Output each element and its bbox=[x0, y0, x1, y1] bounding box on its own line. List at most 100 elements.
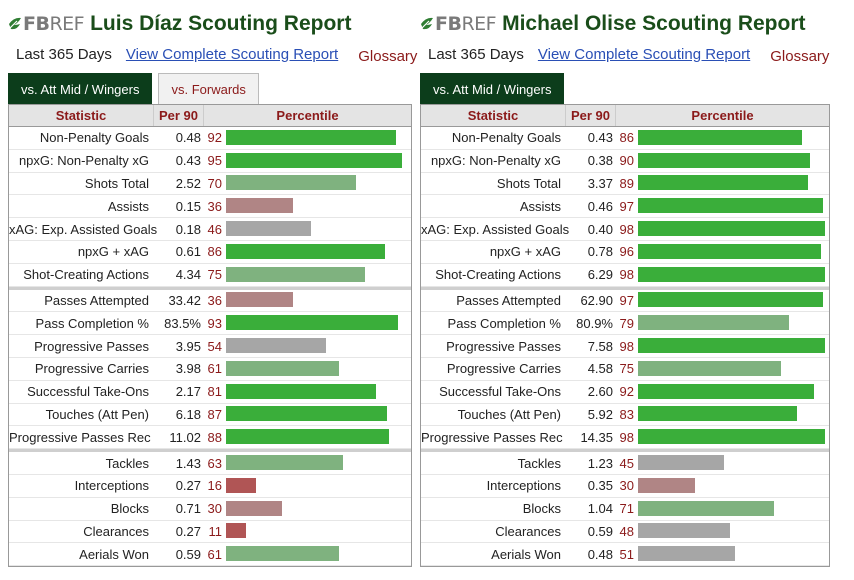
per90-value: 0.59 bbox=[587, 523, 613, 539]
per90-value: 0.43 bbox=[587, 130, 613, 146]
percentile-bar bbox=[638, 129, 803, 145]
percentile-bar bbox=[226, 266, 365, 282]
per90-value: 3.37 bbox=[587, 175, 613, 191]
per90-value: 0.61 bbox=[175, 244, 201, 260]
percentile-bar bbox=[638, 292, 824, 308]
per90-value: 14.35 bbox=[580, 429, 613, 445]
percentile-bar bbox=[226, 546, 339, 562]
table-row: Interceptions 0.27 16 bbox=[9, 475, 411, 498]
percentile-value: 70 bbox=[207, 175, 222, 191]
group-separator bbox=[9, 449, 411, 453]
report-links: Last 365 Days View Complete Scouting Rep… bbox=[16, 44, 418, 65]
table-header: Statistic Per 90 Percentile bbox=[421, 105, 829, 127]
table-row: Assists 0.15 36 bbox=[9, 195, 411, 219]
percentile-value: 30 bbox=[207, 501, 222, 517]
per90-value: 0.78 bbox=[587, 244, 613, 260]
percentile-bar bbox=[638, 477, 696, 493]
percentile-bar bbox=[226, 129, 397, 145]
column-header-statistic[interactable]: Statistic bbox=[9, 105, 154, 126]
percentile-bar bbox=[226, 175, 356, 191]
percentile-bar-track bbox=[226, 198, 411, 214]
per90-value: 1.43 bbox=[175, 455, 201, 471]
table-row: Non-Penalty Goals 0.48 92 bbox=[9, 127, 411, 150]
percentile-bar bbox=[638, 523, 730, 539]
page-title: Luis Díaz Scouting Report bbox=[90, 12, 352, 35]
per90-value: 0.71 bbox=[175, 501, 201, 517]
stat-name: Shot-Creating Actions bbox=[23, 267, 149, 283]
percentile-value: 81 bbox=[207, 384, 222, 400]
stat-name: Touches (Att Pen) bbox=[457, 406, 561, 422]
table-row: Clearances 0.27 11 bbox=[9, 521, 411, 544]
table-row: Progressive Carries 4.58 75 bbox=[421, 358, 829, 381]
stat-name: Shot-Creating Actions bbox=[435, 267, 561, 283]
glossary-link[interactable]: Glossary bbox=[358, 47, 418, 65]
glossary-link[interactable]: Glossary bbox=[770, 47, 830, 65]
stat-name: Aerials Won bbox=[491, 546, 561, 562]
percentile-bar bbox=[226, 455, 343, 471]
per90-value: 7.58 bbox=[587, 338, 613, 354]
percentile-value: 16 bbox=[207, 478, 222, 494]
column-header-percentile[interactable]: Percentile bbox=[276, 108, 339, 123]
logo-text: FBREF bbox=[23, 13, 85, 35]
fbref-logo[interactable]: FBREF bbox=[420, 11, 497, 37]
table-row: Progressive Carries 3.98 61 bbox=[9, 358, 411, 381]
percentile-bar-track bbox=[226, 455, 411, 471]
table-row: Shot-Creating Actions 6.29 98 bbox=[421, 264, 829, 287]
column-header-percentile[interactable]: Percentile bbox=[691, 108, 754, 123]
per90-value: 0.48 bbox=[587, 546, 613, 562]
percentile-value: 75 bbox=[207, 267, 222, 283]
percentile-bar-track bbox=[638, 221, 829, 237]
per90-value: 6.29 bbox=[587, 267, 613, 283]
percentile-value: 75 bbox=[619, 361, 634, 377]
stat-name: npxG + xAG bbox=[77, 244, 149, 260]
column-header-per90[interactable]: Per 90 bbox=[566, 105, 616, 126]
percentile-bar-track bbox=[226, 243, 411, 260]
stat-name: Touches (Att Pen) bbox=[45, 406, 149, 422]
percentile-bar-track bbox=[638, 429, 829, 445]
percentile-bar bbox=[226, 523, 247, 539]
report-header: FBREF Luis Díaz Scouting Report bbox=[8, 10, 351, 38]
column-header-per90[interactable]: Per 90 bbox=[154, 105, 204, 126]
percentile-value: 36 bbox=[207, 198, 222, 214]
stat-name: Progressive Passes bbox=[34, 338, 149, 354]
table-row: Assists 0.46 97 bbox=[421, 195, 829, 219]
percentile-bar-track bbox=[638, 455, 829, 471]
percentile-bar-track bbox=[638, 477, 829, 494]
table-row: Progressive Passes Rec 11.02 88 bbox=[9, 426, 411, 450]
percentile-bar-track bbox=[638, 338, 829, 354]
percentile-value: 98 bbox=[619, 267, 634, 283]
stat-name: Blocks bbox=[110, 501, 149, 517]
per90-value: 3.98 bbox=[175, 361, 201, 377]
table-row: npxG + xAG 0.61 86 bbox=[9, 241, 411, 264]
percentile-bar bbox=[226, 383, 376, 399]
tab-forwards[interactable]: vs. Forwards bbox=[158, 73, 259, 104]
tab-att-mid-wingers[interactable]: vs. Att Mid / Wingers bbox=[420, 73, 565, 104]
table-row: npxG: Non-Penalty xG 0.38 90 bbox=[421, 150, 829, 173]
group-separator bbox=[9, 286, 411, 290]
percentile-bar bbox=[638, 221, 826, 237]
percentile-bar-track bbox=[226, 175, 411, 191]
fbref-logo[interactable]: FBREF bbox=[8, 11, 85, 37]
table-row: Tackles 1.23 45 bbox=[421, 452, 829, 475]
group-separator bbox=[421, 449, 829, 453]
percentile-value: 90 bbox=[619, 153, 634, 169]
percentile-bar bbox=[638, 383, 814, 399]
percentile-value: 36 bbox=[207, 292, 222, 308]
per90-value: 80.9% bbox=[576, 315, 613, 331]
percentile-bar bbox=[638, 175, 808, 191]
column-header-statistic[interactable]: Statistic bbox=[421, 105, 566, 126]
percentile-bar-track bbox=[226, 429, 411, 445]
stat-name: xAG: Exp. Assisted Goals bbox=[9, 221, 158, 237]
percentile-bar bbox=[226, 292, 293, 308]
view-complete-report-link[interactable]: View Complete Scouting Report bbox=[537, 45, 751, 63]
view-complete-report-link[interactable]: View Complete Scouting Report bbox=[125, 45, 339, 63]
stat-name: Interceptions bbox=[74, 478, 149, 494]
scouting-table: Statistic Per 90 Percentile Non-Penalty … bbox=[8, 104, 412, 568]
percentile-bar bbox=[226, 152, 402, 168]
per90-value: 1.04 bbox=[587, 501, 613, 517]
per90-value: 2.60 bbox=[587, 384, 613, 400]
percentile-value: 87 bbox=[207, 406, 222, 422]
stat-name: Non-Penalty Goals bbox=[39, 130, 149, 146]
table-row: xAG: Exp. Assisted Goals 0.40 98 bbox=[421, 218, 829, 241]
tab-att-mid-wingers[interactable]: vs. Att Mid / Wingers bbox=[8, 73, 153, 104]
